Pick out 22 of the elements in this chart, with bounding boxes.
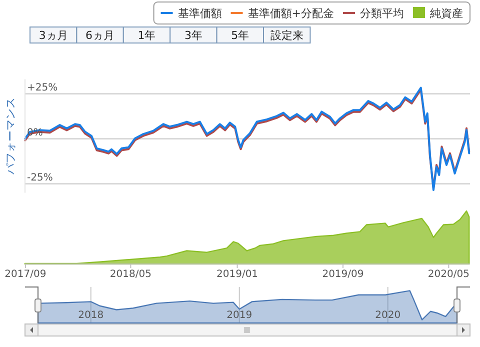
x-tick-label: 2019/01 bbox=[216, 269, 258, 280]
legend-label: 基準価額+分配金 bbox=[248, 7, 334, 20]
text: 6ヵ月 bbox=[86, 29, 115, 42]
x-tick-label: 2020 bbox=[375, 310, 401, 321]
legend-label: 純資産 bbox=[430, 7, 463, 20]
text: 1年 bbox=[138, 29, 156, 42]
text: 3年 bbox=[184, 29, 202, 42]
x-tick-label: 2020/05 bbox=[428, 269, 470, 280]
y-tick-label: +25% bbox=[27, 82, 58, 94]
y-tick-label: -25% bbox=[27, 172, 53, 184]
x-tick-label: 2017/09 bbox=[4, 269, 46, 280]
x-tick-label: 2018 bbox=[78, 310, 104, 321]
legend-label: 分類平均 bbox=[360, 7, 404, 20]
y-tick-label: 0% bbox=[27, 128, 43, 139]
x-tick-label: 2019/09 bbox=[322, 269, 364, 280]
text: 3ヵ月 bbox=[38, 29, 68, 42]
x-tick-label: 2019 bbox=[226, 310, 252, 321]
x-tick-label: 2018/05 bbox=[110, 269, 152, 280]
text: 5年 bbox=[231, 29, 250, 42]
text: 設定来 bbox=[270, 29, 304, 42]
legend-label: 基準価額 bbox=[178, 7, 222, 20]
y-axis-title: パフォーマンス bbox=[4, 98, 17, 176]
